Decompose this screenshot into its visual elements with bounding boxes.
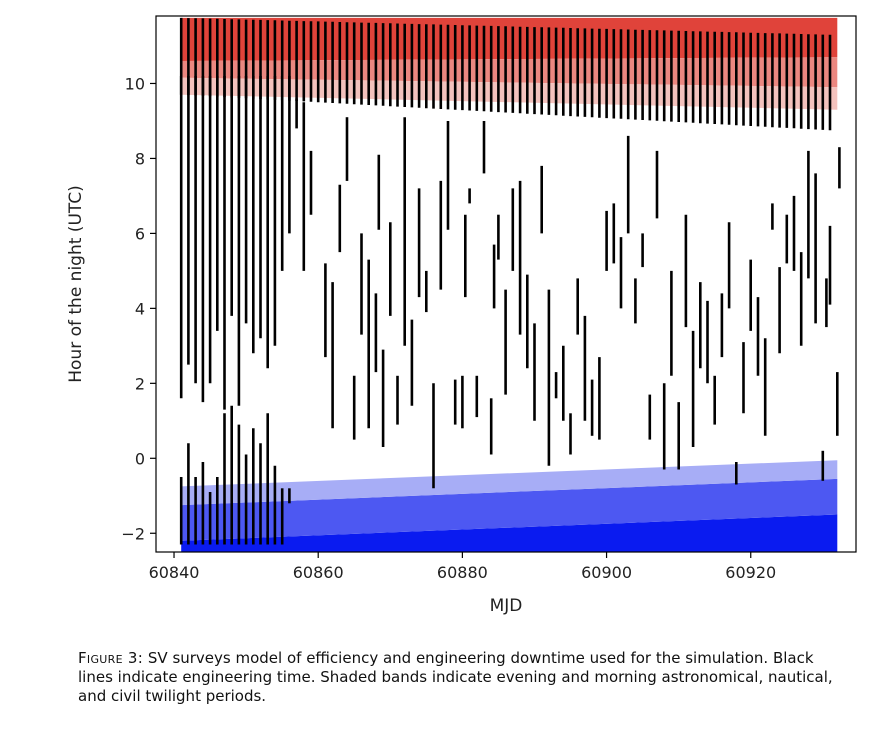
y-tick-label: 6 xyxy=(135,224,145,243)
x-tick-label: 60860 xyxy=(293,563,344,582)
twilight-bands xyxy=(181,17,838,552)
plot-frame xyxy=(155,15,857,553)
morning-nautical-twilight-band xyxy=(181,57,838,88)
x-tick-label: 60880 xyxy=(437,563,488,582)
x-tick-label: 60840 xyxy=(149,563,200,582)
y-tick-label: 0 xyxy=(135,449,145,468)
caption-text: SV surveys model of efficiency and engin… xyxy=(78,649,833,705)
evening-nautical-twilight-band xyxy=(181,478,838,541)
morning-astronomical-twilight-band xyxy=(181,77,838,110)
morning-civil-twilight-band xyxy=(181,17,838,61)
y-axis-label: Hour of the night (UTC) xyxy=(66,185,86,383)
y-tick-label: 4 xyxy=(135,299,145,318)
x-axis-ticks: 60840 60860 60880 60900 60920 xyxy=(149,552,776,582)
y-tick-label: 10 xyxy=(125,74,145,93)
x-axis-label: MJD xyxy=(490,596,523,616)
y-tick-label: −2 xyxy=(121,524,145,543)
evening-astronomical-twilight-band xyxy=(181,514,838,552)
y-tick-label: 2 xyxy=(135,374,145,393)
x-tick-label: 60920 xyxy=(725,563,776,582)
evening-civil-twilight-band xyxy=(181,460,838,506)
x-tick-label: 60900 xyxy=(581,563,632,582)
figure-caption: Figure 3: SV surveys model of efficiency… xyxy=(78,649,848,706)
y-tick-label: 8 xyxy=(135,149,145,168)
engineering-time-lines xyxy=(179,17,841,545)
caption-label: Figure 3: xyxy=(78,649,144,667)
y-axis-ticks: −2 0 2 4 6 8 10 xyxy=(121,74,156,543)
